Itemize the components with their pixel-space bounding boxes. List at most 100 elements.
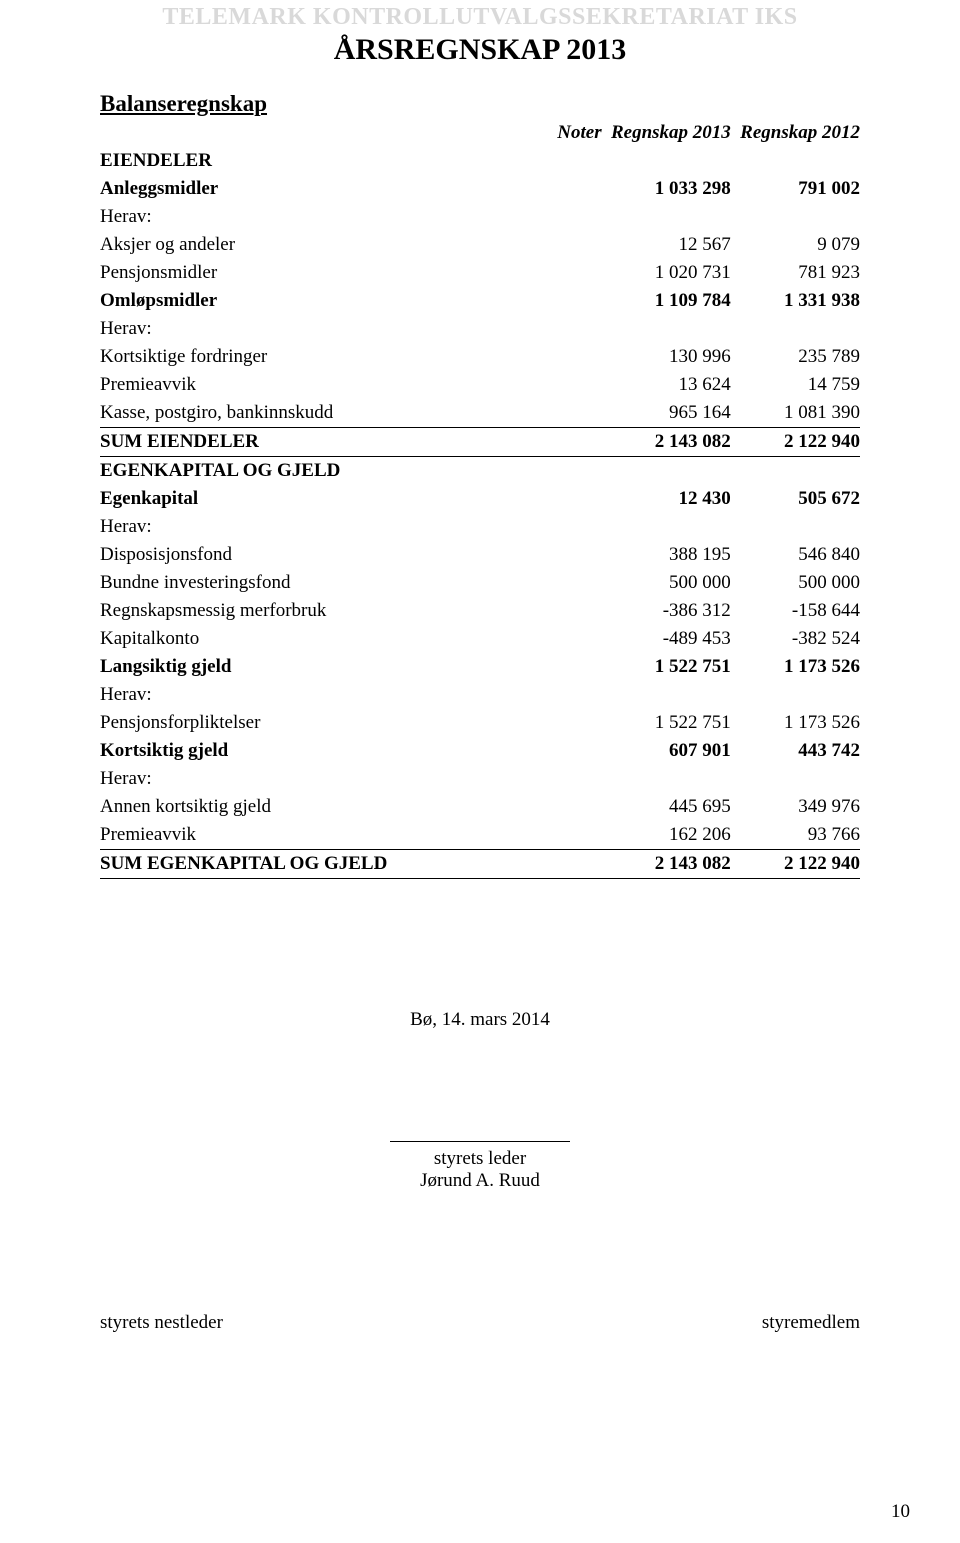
row-c1: 607 901 <box>602 737 731 765</box>
page-number: 10 <box>891 1501 910 1523</box>
row-label: Herav: <box>100 513 526 541</box>
row-label: Herav: <box>100 203 526 231</box>
row-label: Kasse, postgiro, bankinnskudd <box>100 399 526 428</box>
signature-block: Bø, 14. mars 2014 styrets leder Jørund A… <box>100 1009 860 1192</box>
row-label: Annen kortsiktig gjeld <box>100 793 526 821</box>
row-label: Bundne investeringsfond <box>100 569 526 597</box>
eiendeler-heading: EIENDELER <box>100 147 526 175</box>
row-c2: 443 742 <box>731 737 860 765</box>
table-row: Herav: <box>100 513 860 541</box>
vice-leader: styrets nestleder <box>100 1312 223 1334</box>
table-row: Omløpsmidler 1 109 784 1 331 938 <box>100 287 860 315</box>
row-label: Pensjonsmidler <box>100 259 526 287</box>
signature-row: styrets nestleder styremedlem <box>100 1312 860 1334</box>
doc-title: ÅRSREGNSKAP 2013 <box>100 33 860 67</box>
row-label: Premieavvik <box>100 371 526 399</box>
row-c2: 9 079 <box>731 231 860 259</box>
col-2012: Regnskap 2012 <box>731 119 860 147</box>
row-label: SUM EIENDELER <box>100 428 526 457</box>
table-row: Pensjonsforpliktelser 1 522 751 1 173 52… <box>100 709 860 737</box>
row-c2: 500 000 <box>731 569 860 597</box>
col-2013: Regnskap 2013 <box>602 119 731 147</box>
leader-title: styrets leder <box>100 1148 860 1170</box>
row-c1: 130 996 <box>602 343 731 371</box>
row-c1: 1 522 751 <box>602 709 731 737</box>
row-c2: 2 122 940 <box>731 428 860 457</box>
row-c1: -489 453 <box>602 625 731 653</box>
balance-table: Noter Regnskap 2013 Regnskap 2012 EIENDE… <box>100 119 860 879</box>
row-c1: 1 109 784 <box>602 287 731 315</box>
signature-line <box>390 1141 570 1142</box>
row-c2: 546 840 <box>731 541 860 569</box>
row-c2: 2 122 940 <box>731 850 860 879</box>
row-label: SUM EGENKAPITAL OG GJELD <box>100 850 526 879</box>
egenkap-heading: EGENKAPITAL OG GJELD <box>100 457 526 486</box>
eiendeler-heading-row: EIENDELER <box>100 147 860 175</box>
row-c1: 388 195 <box>602 541 731 569</box>
row-label: Anleggsmidler <box>100 175 526 203</box>
table-row: Herav: <box>100 203 860 231</box>
row-c1: 965 164 <box>602 399 731 428</box>
table-row: Herav: <box>100 681 860 709</box>
egenkap-heading-row: EGENKAPITAL OG GJELD <box>100 457 860 486</box>
row-c2: 505 672 <box>731 485 860 513</box>
table-row: Langsiktig gjeld 1 522 751 1 173 526 <box>100 653 860 681</box>
table-row: Premieavvik 162 206 93 766 <box>100 821 860 850</box>
row-c1: 12 567 <box>602 231 731 259</box>
row-c2: 1 173 526 <box>731 709 860 737</box>
row-c1: 1 522 751 <box>602 653 731 681</box>
table-row: Aksjer og andeler 12 567 9 079 <box>100 231 860 259</box>
row-label: Kapitalkonto <box>100 625 526 653</box>
row-c2: 349 976 <box>731 793 860 821</box>
row-label: Premieavvik <box>100 821 526 850</box>
table-row: Herav: <box>100 315 860 343</box>
table-row: Kortsiktige fordringer 130 996 235 789 <box>100 343 860 371</box>
row-c2: 93 766 <box>731 821 860 850</box>
org-name: TELEMARK KONTROLLUTVALGSSEKRETARIAT IKS <box>100 0 860 31</box>
table-row: Bundne investeringsfond 500 000 500 000 <box>100 569 860 597</box>
row-label: Herav: <box>100 765 526 793</box>
table-row: Kortsiktig gjeld 607 901 443 742 <box>100 737 860 765</box>
row-c1: 2 143 082 <box>602 428 731 457</box>
row-c1: 2 143 082 <box>602 850 731 879</box>
table-row: Disposisjonsfond 388 195 546 840 <box>100 541 860 569</box>
row-c2: 1 173 526 <box>731 653 860 681</box>
table-row: Annen kortsiktig gjeld 445 695 349 976 <box>100 793 860 821</box>
page: TELEMARK KONTROLLUTVALGSSEKRETARIAT IKS … <box>0 0 960 1543</box>
row-c2: 14 759 <box>731 371 860 399</box>
table-row: Pensjonsmidler 1 020 731 781 923 <box>100 259 860 287</box>
row-label: Langsiktig gjeld <box>100 653 526 681</box>
row-label: Pensjonsforpliktelser <box>100 709 526 737</box>
leader-name: Jørund A. Ruud <box>100 1170 860 1192</box>
row-label: Herav: <box>100 681 526 709</box>
col-noter: Noter <box>526 119 602 147</box>
sum-eiendeler-row: SUM EIENDELER 2 143 082 2 122 940 <box>100 428 860 457</box>
row-label: Aksjer og andeler <box>100 231 526 259</box>
row-c1: 1 033 298 <box>602 175 731 203</box>
row-label: Egenkapital <box>100 485 526 513</box>
row-label: Kortsiktig gjeld <box>100 737 526 765</box>
sum-egenkap-row: SUM EGENKAPITAL OG GJELD 2 143 082 2 122… <box>100 850 860 879</box>
row-label: Disposisjonsfond <box>100 541 526 569</box>
row-c2: 1 081 390 <box>731 399 860 428</box>
row-c1: 445 695 <box>602 793 731 821</box>
row-c2: 1 331 938 <box>731 287 860 315</box>
row-c1: 12 430 <box>602 485 731 513</box>
row-c2: 791 002 <box>731 175 860 203</box>
row-c2: 781 923 <box>731 259 860 287</box>
place-date: Bø, 14. mars 2014 <box>100 1009 860 1031</box>
row-label: Regnskapsmessig merforbruk <box>100 597 526 625</box>
table-row: Herav: <box>100 765 860 793</box>
column-header-row: Noter Regnskap 2013 Regnskap 2012 <box>100 119 860 147</box>
row-label: Herav: <box>100 315 526 343</box>
row-c1: 13 624 <box>602 371 731 399</box>
board-member: styremedlem <box>762 1312 860 1334</box>
row-c1: 500 000 <box>602 569 731 597</box>
row-label: Kortsiktige fordringer <box>100 343 526 371</box>
row-label: Omløpsmidler <box>100 287 526 315</box>
row-c2: 235 789 <box>731 343 860 371</box>
table-row: Anleggsmidler 1 033 298 791 002 <box>100 175 860 203</box>
row-c1: 1 020 731 <box>602 259 731 287</box>
row-c2: -382 524 <box>731 625 860 653</box>
table-row: Premieavvik 13 624 14 759 <box>100 371 860 399</box>
